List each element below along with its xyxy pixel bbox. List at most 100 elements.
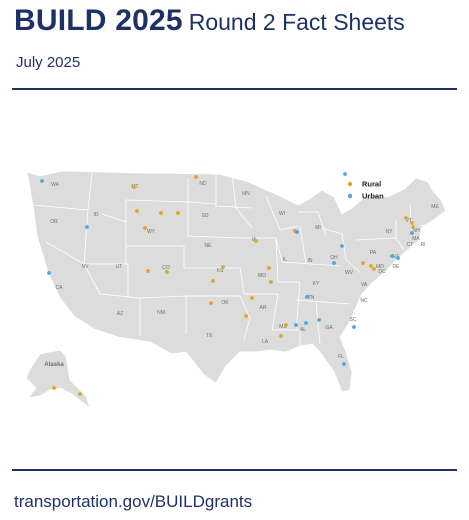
rural-project-marker[interactable] (269, 280, 273, 284)
us-landmass (26, 170, 447, 393)
rural-project-marker[interactable] (143, 226, 147, 230)
state-label-oh: OH (330, 255, 338, 261)
urban-project-marker[interactable] (396, 256, 400, 260)
state-label-ar: AR (260, 305, 267, 311)
rural-project-marker[interactable] (211, 279, 215, 283)
state-label-ky: KY (313, 281, 320, 287)
rural-project-marker[interactable] (250, 296, 254, 300)
urban-project-marker[interactable] (305, 295, 309, 299)
urban-project-marker[interactable] (390, 254, 394, 258)
state-label-ms: MS (279, 324, 287, 330)
rural-project-marker[interactable] (132, 185, 136, 189)
title-subtitle: Round 2 Fact Sheets (188, 9, 405, 35)
urban-project-marker[interactable] (295, 230, 299, 234)
legend-urban-swatch (347, 193, 353, 199)
state-label-mo: MO (258, 273, 266, 279)
state-label-tx: TX (206, 333, 213, 339)
state-label-wi: WI (279, 211, 285, 217)
urban-project-marker[interactable] (343, 172, 347, 176)
rural-project-marker[interactable] (410, 221, 414, 225)
state-label-mi: MI (315, 225, 321, 231)
state-label-ri: RI (421, 242, 426, 248)
bottom-divider (12, 469, 457, 471)
state-label-ct: CT (407, 242, 414, 248)
state-borders (32, 172, 441, 352)
map-legend: Rural Urban (347, 180, 384, 201)
state-label-nd: ND (199, 181, 207, 187)
state-label-ut: UT (116, 264, 123, 270)
rural-project-marker[interactable] (267, 266, 271, 270)
rural-project-marker[interactable] (176, 211, 180, 215)
date-label: July 2025 (16, 54, 81, 71)
urban-project-marker[interactable] (85, 225, 89, 229)
rural-project-marker[interactable] (411, 225, 415, 229)
state-label-wa: WA (51, 182, 60, 188)
state-label-nc: NC (360, 298, 368, 304)
state-label-nh: NH (412, 228, 420, 234)
state-label-me: ME (431, 204, 439, 210)
urban-project-marker[interactable] (340, 244, 344, 248)
footer-url-link[interactable]: transportation.gov/BUILDgrants (14, 492, 253, 511)
state-label-dc: DC (378, 269, 386, 275)
state-label-ks: KS (217, 268, 224, 274)
state-label-la: LA (262, 339, 269, 345)
rural-project-marker[interactable] (165, 270, 169, 274)
state-label-nj: NJ (392, 254, 399, 260)
rural-project-marker[interactable] (404, 216, 408, 220)
urban-project-marker[interactable] (317, 318, 321, 322)
rural-project-marker[interactable] (221, 265, 225, 269)
state-label-va: VA (361, 282, 368, 288)
rural-project-marker[interactable] (78, 392, 82, 396)
state-label-wv: WV (345, 270, 354, 276)
state-label-in: IN (308, 258, 313, 264)
urban-project-marker[interactable] (40, 179, 44, 183)
state-label-ne: NE (205, 243, 213, 249)
legend-rural-swatch (347, 181, 353, 187)
legend-urban-label: Urban (362, 192, 384, 201)
legend-rural-label: Rural (362, 180, 381, 189)
page-title: BUILD 2025 Round 2 Fact Sheets (14, 4, 405, 38)
rural-project-marker[interactable] (209, 301, 213, 305)
alaska-label: Alaska (44, 362, 64, 368)
state-label-fl: FL (338, 354, 344, 360)
urban-project-marker[interactable] (47, 271, 51, 275)
state-label-sc: SC (350, 317, 357, 323)
urban-project-marker[interactable] (294, 323, 298, 327)
urban-project-marker[interactable] (304, 321, 308, 325)
rural-project-marker[interactable] (254, 239, 258, 243)
state-label-wy: WY (147, 229, 156, 235)
urban-project-marker[interactable] (332, 261, 336, 265)
rural-project-marker[interactable] (372, 267, 376, 271)
state-label-ok: OK (221, 300, 229, 306)
state-label-tn: TN (308, 295, 315, 301)
rural-project-marker[interactable] (52, 386, 56, 390)
alaska-landmass (25, 349, 91, 410)
rural-project-marker[interactable] (194, 175, 198, 179)
rural-project-marker[interactable] (135, 209, 139, 213)
state-label-il: IL (283, 257, 287, 263)
rural-project-marker[interactable] (146, 269, 150, 273)
rural-project-marker[interactable] (279, 334, 283, 338)
state-label-vt: VT (406, 218, 412, 224)
state-label-pa: PA (370, 250, 377, 256)
state-label-id: ID (94, 212, 99, 218)
state-label-al: AL (300, 327, 306, 333)
state-label-or: OR (50, 219, 58, 225)
rural-project-marker[interactable] (369, 264, 373, 268)
urban-project-marker[interactable] (352, 325, 356, 329)
title-main: BUILD 2025 (14, 4, 183, 37)
urban-project-marker[interactable] (410, 231, 414, 235)
urban-project-marker[interactable] (342, 362, 346, 366)
state-label-nm: NM (157, 310, 165, 316)
state-label-md: MD (376, 264, 384, 270)
state-label-de: DE (393, 264, 401, 270)
rural-project-marker[interactable] (244, 314, 248, 318)
state-label-ma: MA (412, 236, 420, 242)
rural-project-marker[interactable] (159, 211, 163, 215)
state-label-nv: NV (82, 264, 90, 270)
rural-project-marker[interactable] (284, 323, 288, 327)
state-label-mn: MN (242, 191, 250, 197)
rural-project-marker[interactable] (361, 261, 365, 265)
state-label-ny: NY (386, 229, 394, 235)
state-label-ca: CA (56, 285, 64, 291)
